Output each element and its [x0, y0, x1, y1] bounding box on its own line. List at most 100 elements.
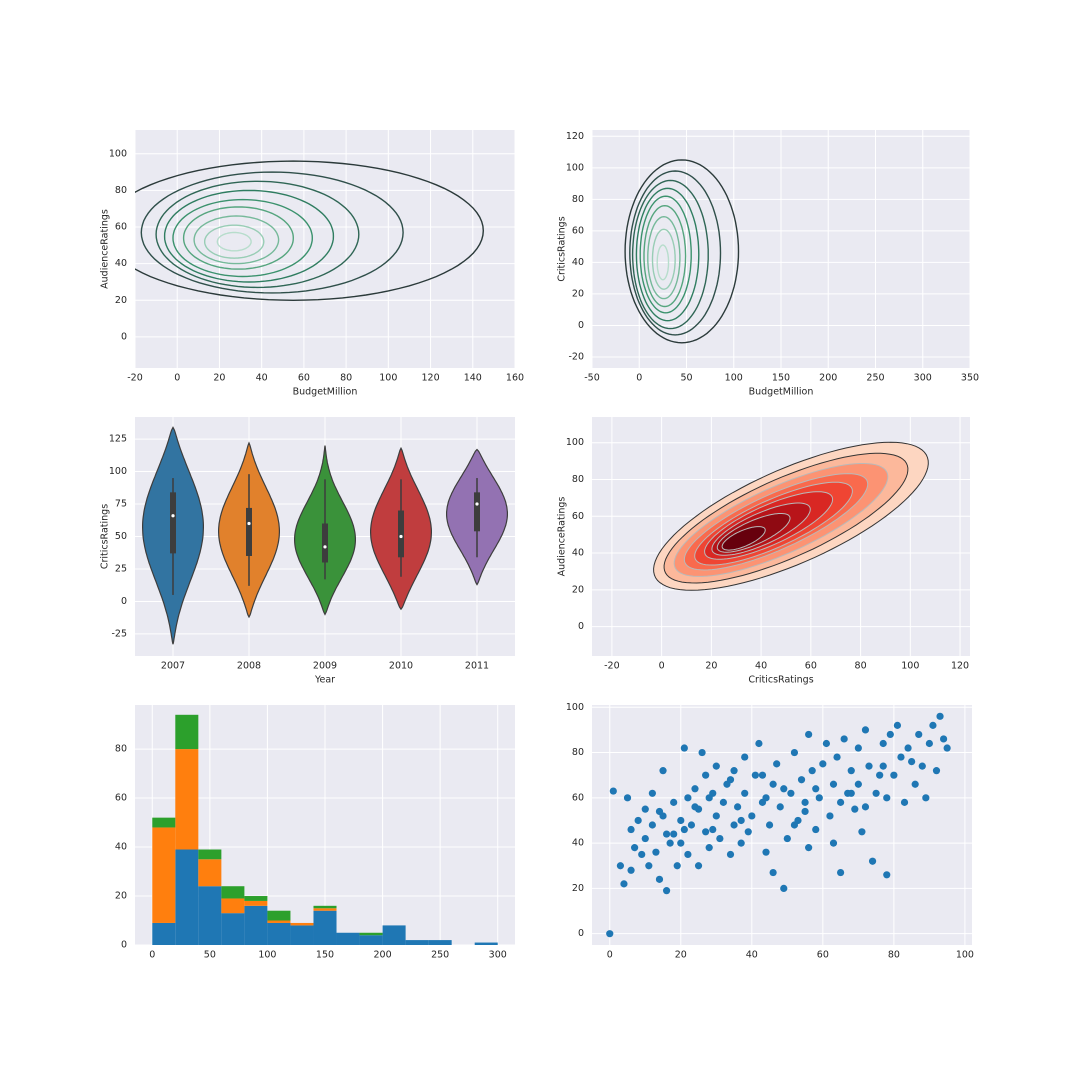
y-tick-label: 100 — [566, 162, 584, 173]
scatter-point — [698, 748, 706, 757]
y-tick-label: 0 — [578, 320, 584, 331]
scatter-point — [812, 785, 820, 793]
plot-area — [606, 712, 951, 938]
scatter-point — [662, 887, 671, 895]
y-tick-label: 0 — [578, 621, 584, 632]
contour — [643, 204, 687, 308]
y-tick-label: 40 — [115, 258, 127, 269]
x-tick-label: 200 — [819, 373, 837, 384]
histogram-bar — [359, 935, 383, 945]
plot-area — [624, 159, 740, 344]
histogram-bar — [290, 922, 314, 926]
histogram-bar — [152, 827, 176, 923]
histogram-bar — [244, 905, 268, 945]
contour — [172, 198, 314, 278]
scatter-point — [737, 839, 745, 847]
y-tick-label: 60 — [115, 222, 127, 233]
scatter-point — [705, 844, 713, 852]
y-tick-label: 20 — [115, 891, 127, 902]
x-tick-label: 40 — [256, 373, 268, 384]
x-tick-label: 100 — [956, 950, 974, 961]
box — [246, 507, 252, 556]
scatter-point — [751, 771, 759, 779]
scatter-point — [780, 785, 788, 793]
scatter-point — [822, 739, 830, 748]
histogram-bar — [244, 896, 268, 901]
x-tick-label: 100 — [901, 661, 919, 672]
x-tick-label: 80 — [855, 661, 867, 672]
median — [399, 534, 403, 539]
scatter-point — [712, 762, 720, 770]
scatter-point — [847, 767, 855, 775]
y-tick-label: 50 — [115, 531, 127, 542]
scatter-point — [769, 780, 777, 788]
y-tick-label: 20 — [572, 288, 584, 299]
y-tick-label: 80 — [572, 194, 584, 205]
x-tick-label: 0 — [174, 373, 180, 384]
y-tick-label: 80 — [572, 474, 584, 485]
scatter-point — [815, 794, 823, 802]
scatter-point — [929, 721, 937, 729]
x-axis-label: CriticsRatings — [748, 675, 813, 686]
scatter-point — [705, 794, 713, 802]
histogram-bar — [313, 905, 337, 909]
scatter-point — [911, 780, 919, 788]
contour — [639, 195, 692, 314]
contour — [635, 187, 700, 322]
scatter-point — [819, 760, 827, 768]
contour — [216, 231, 252, 252]
y-tick-label: 60 — [572, 792, 584, 803]
scatter-point — [762, 848, 770, 856]
x-tick-label: 100 — [379, 373, 397, 384]
scatter-point — [808, 767, 816, 775]
histogram-bar — [152, 922, 176, 945]
scatter-point — [851, 805, 859, 813]
contour — [647, 215, 681, 300]
scatter-point — [680, 744, 688, 752]
x-tick-label: 100 — [725, 373, 743, 384]
y-tick-label: 20 — [572, 883, 584, 894]
histogram-bar — [175, 749, 199, 850]
x-tick-label: 60 — [805, 661, 817, 672]
histogram-bar — [221, 886, 245, 899]
scatter-point — [865, 762, 873, 770]
scatter-point — [936, 712, 944, 720]
y-tick-label: 0 — [121, 331, 127, 342]
x-tick-label: 2009 — [313, 661, 337, 672]
scatter-point — [726, 850, 735, 859]
scatter-point — [790, 821, 799, 829]
scatter-point — [922, 794, 930, 802]
x-tick-label: 140 — [464, 373, 482, 384]
x-tick-label: 100 — [258, 950, 276, 961]
plot-area — [152, 714, 498, 945]
contour — [629, 170, 722, 336]
histogram-bar — [428, 940, 452, 945]
histogram-bar — [313, 908, 337, 911]
scatter-point — [648, 789, 656, 797]
scatter-point — [616, 862, 625, 870]
scatter-point — [840, 735, 848, 743]
histogram-bar — [382, 925, 406, 945]
box — [322, 523, 328, 563]
y-axis-label: CriticsRatings — [100, 504, 111, 569]
scatter-point — [879, 739, 887, 748]
scatter-point — [765, 821, 774, 829]
scatter-point — [684, 850, 692, 859]
histogram-bar — [405, 940, 429, 945]
scatter-point — [755, 739, 763, 748]
scatter-point — [883, 871, 891, 879]
scatter-point — [627, 866, 635, 874]
x-tick-label: 20 — [213, 373, 225, 384]
x-tick-label: 200 — [374, 950, 392, 961]
histogram-bar — [221, 898, 245, 914]
scatter-point — [861, 803, 870, 811]
scatter-point — [662, 830, 671, 838]
scatter-point — [833, 753, 841, 761]
histogram-bar — [267, 920, 291, 923]
scatter-point — [836, 798, 845, 806]
scatter-point — [687, 821, 696, 829]
scatter-point — [709, 825, 717, 834]
histogram-bar — [474, 942, 498, 945]
y-axis-label: AudienceRatings — [100, 209, 111, 289]
histogram-bar — [221, 913, 245, 945]
